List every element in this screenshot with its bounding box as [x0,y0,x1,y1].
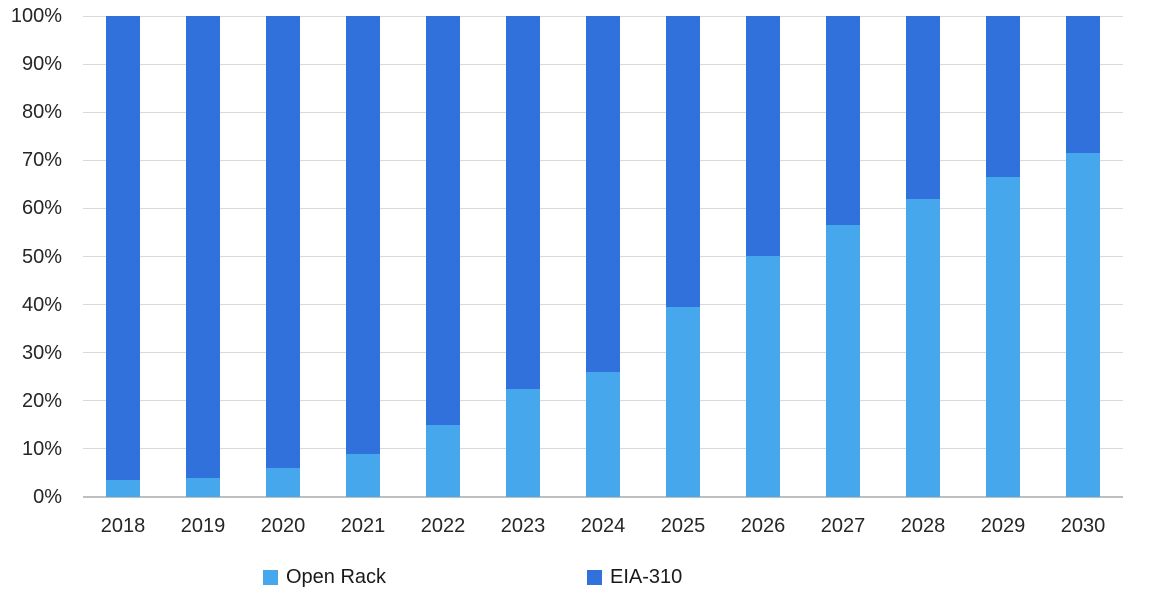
legend-label-eia-310: EIA-310 [610,565,683,588]
bar-group-2022 [403,16,483,497]
open-rack-swatch-icon [263,569,278,585]
y-axis-label: 10% [21,437,62,460]
x-axis: 2018 2019 2020 2021 2022 2023 2024 2025 2026 2027… [83,513,1123,539]
bar-segment-open-rack [746,256,780,497]
stacked-bar [506,16,540,497]
bar-group-2027 [803,16,883,497]
legend-item-eia-310: EIA-310 [587,563,682,591]
bar-segment-open-rack [426,425,460,497]
y-axis-label: 70% [21,149,62,172]
x-axis-label: 2021 [340,515,386,537]
bar-group-2021 [323,16,403,497]
bar-segment-eia-310 [586,16,620,372]
bar-group-2025 [643,16,723,497]
bar-group-2020 [243,16,323,497]
bar-segment-open-rack [586,372,620,497]
bar-segment-open-rack [266,468,300,497]
bar-group-2029 [963,16,1043,497]
y-axis-label: 30% [21,341,62,364]
legend: Open Rack EIA-310 [0,563,1152,591]
y-axis-label: 40% [21,293,62,316]
x-axis-label: 2020 [260,515,306,537]
bar-segment-eia-310 [746,16,780,256]
legend-label-open-rack: Open Rack [286,565,387,588]
stacked-bar [1066,16,1100,497]
bar-group-2028 [883,16,963,497]
stacked-bar [586,16,620,497]
x-axis-label: 2029 [980,515,1026,537]
stacked-bar [826,16,860,497]
y-axis-label: 60% [21,197,62,220]
bar-segment-open-rack [826,225,860,497]
bar-segment-eia-310 [346,16,380,454]
stacked-bar [106,16,140,497]
x-axis-label: 2028 [900,515,946,537]
x-axis-label: 2022 [420,515,466,537]
y-axis-label: 80% [21,101,62,124]
plot-area [83,15,1123,498]
y-axis-label: 0% [33,486,62,508]
stacked-bar [906,16,940,497]
x-axis-label: 2023 [500,515,546,537]
bar-segment-eia-310 [266,16,300,468]
bar-group-2024 [563,16,643,497]
bar-segment-eia-310 [986,16,1020,177]
x-axis-label: 2026 [740,515,786,537]
bar-segment-open-rack [346,454,380,497]
x-axis-label: 2019 [180,515,226,537]
bar-segment-eia-310 [106,16,140,480]
bar-segment-open-rack [106,480,140,497]
stacked-bar [346,16,380,497]
bar-segment-open-rack [1066,153,1100,497]
bar-segment-eia-310 [906,16,940,199]
stacked-bar [426,16,460,497]
x-axis-label: 2027 [820,515,866,537]
bar-group-2026 [723,16,803,497]
bar-group-2018 [83,16,163,497]
x-axis-line [83,496,1123,498]
x-axis-label: 2025 [660,515,706,537]
bar-segment-eia-310 [506,16,540,389]
bar-segment-open-rack [906,199,940,497]
bar-group-2030 [1043,16,1123,497]
y-axis-label: 100% [10,5,62,27]
x-axis-label: 2030 [1060,515,1106,537]
stacked-bar [666,16,700,497]
stacked-bar [186,16,220,497]
stacked-bar [266,16,300,497]
x-axis-label: 2018 [100,515,146,537]
y-axis-label: 50% [21,245,62,268]
bar-segment-eia-310 [426,16,460,425]
bar-segment-eia-310 [666,16,700,307]
bar-segment-eia-310 [186,16,220,478]
stacked-bar [746,16,780,497]
bar-segment-eia-310 [826,16,860,225]
y-axis-label: 20% [21,389,62,412]
bar-segment-open-rack [986,177,1020,497]
legend-item-open-rack: Open Rack [263,563,386,591]
stacked-bar [986,16,1020,497]
bar-segment-open-rack [506,389,540,497]
y-axis-label: 90% [21,53,62,76]
x-axis-label: 2024 [580,515,626,537]
bar-group-2019 [163,16,243,497]
bar-segment-open-rack [666,307,700,497]
bar-segment-eia-310 [1066,16,1100,153]
eia-310-swatch-icon [587,569,602,585]
bar-segment-open-rack [186,478,220,497]
bar-group-2023 [483,16,563,497]
